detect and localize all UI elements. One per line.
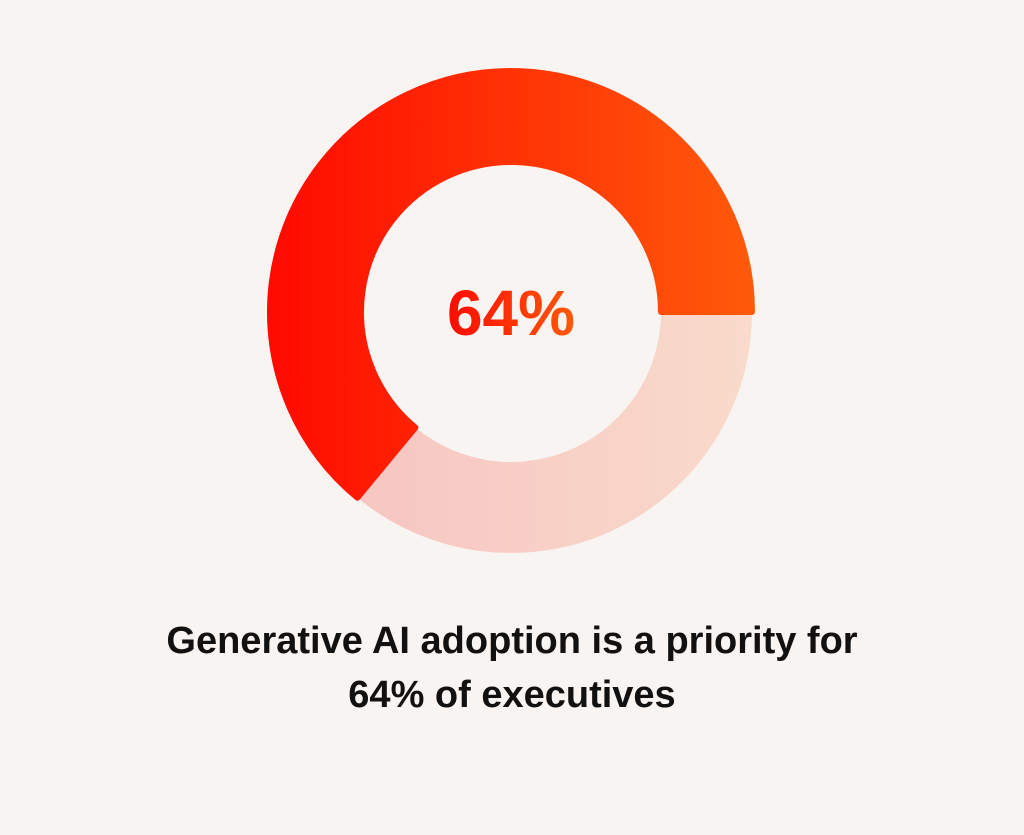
donut <box>267 68 755 553</box>
caption-line: Generative AI adoption is a priority for <box>166 620 857 662</box>
center-label: 64% <box>447 277 575 349</box>
donut-slice <box>267 68 755 501</box>
donut-slice <box>357 312 752 553</box>
caption-line: 64% of executives <box>348 674 675 716</box>
